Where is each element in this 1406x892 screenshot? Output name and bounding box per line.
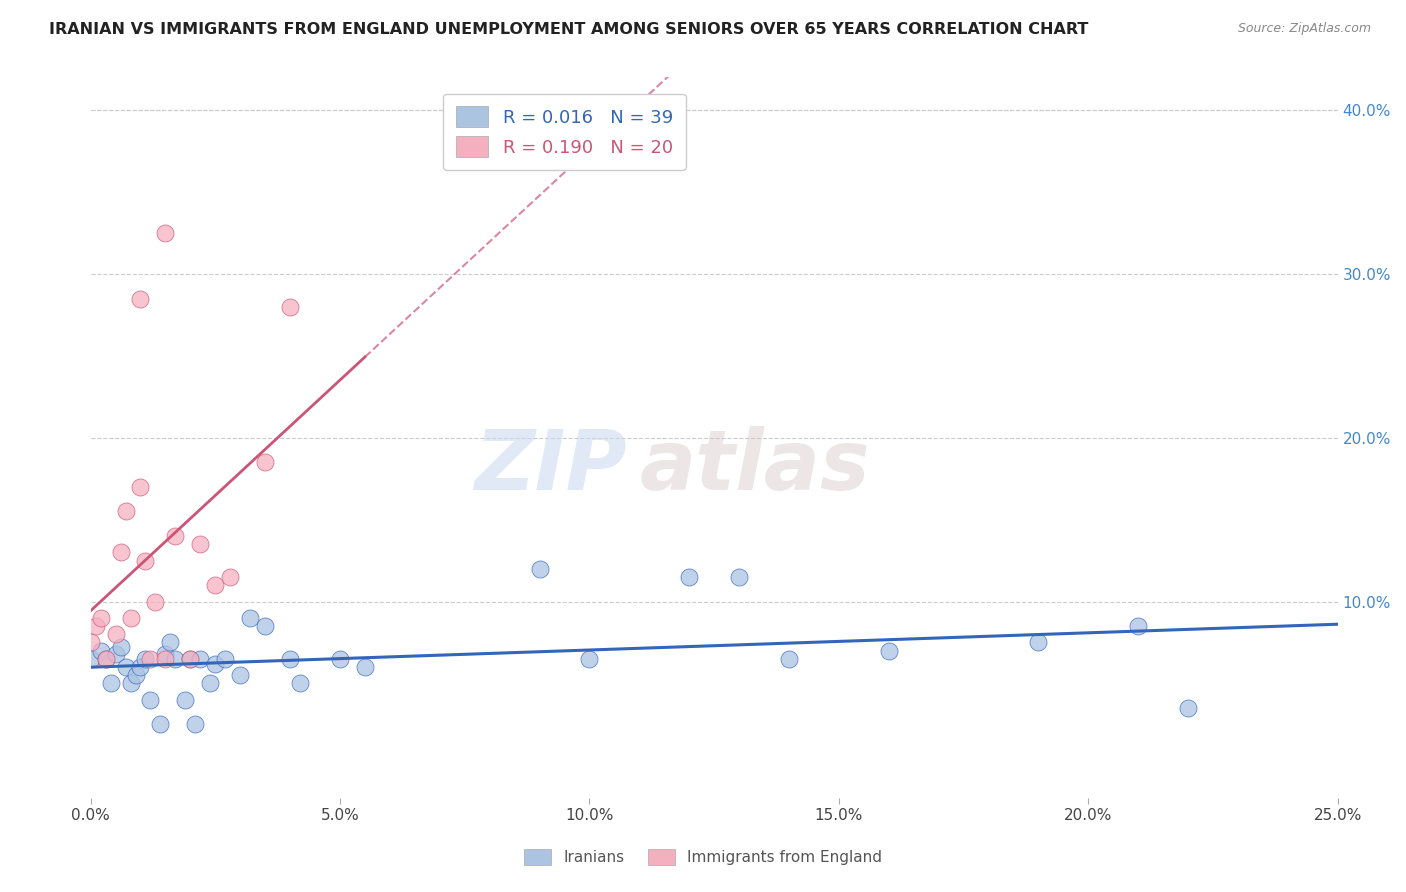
Point bbox=[254, 455, 277, 469]
Point bbox=[278, 300, 301, 314]
Point bbox=[114, 504, 136, 518]
Point bbox=[204, 578, 226, 592]
Point bbox=[179, 652, 201, 666]
Point bbox=[120, 676, 142, 690]
Point bbox=[229, 668, 252, 682]
Point bbox=[104, 647, 127, 661]
Legend: Iranians, Immigrants from England: Iranians, Immigrants from England bbox=[517, 843, 889, 871]
Point bbox=[129, 660, 152, 674]
Point bbox=[678, 570, 700, 584]
Point bbox=[84, 619, 107, 633]
Point bbox=[155, 652, 177, 666]
Point bbox=[778, 652, 800, 666]
Point bbox=[139, 652, 162, 666]
Point bbox=[188, 537, 211, 551]
Point bbox=[100, 676, 122, 690]
Point bbox=[129, 292, 152, 306]
Point bbox=[254, 619, 277, 633]
Point bbox=[79, 635, 101, 649]
Point bbox=[110, 545, 132, 559]
Point bbox=[1177, 701, 1199, 715]
Point bbox=[104, 627, 127, 641]
Point bbox=[288, 676, 311, 690]
Point bbox=[529, 562, 551, 576]
Text: atlas: atlas bbox=[640, 426, 870, 507]
Point bbox=[159, 635, 181, 649]
Point bbox=[200, 676, 222, 690]
Point bbox=[174, 693, 197, 707]
Point bbox=[134, 652, 156, 666]
Point bbox=[1028, 635, 1050, 649]
Point bbox=[184, 717, 207, 731]
Point bbox=[120, 611, 142, 625]
Point bbox=[90, 643, 112, 657]
Text: IRANIAN VS IMMIGRANTS FROM ENGLAND UNEMPLOYMENT AMONG SENIORS OVER 65 YEARS CORR: IRANIAN VS IMMIGRANTS FROM ENGLAND UNEMP… bbox=[49, 22, 1088, 37]
Point bbox=[145, 594, 167, 608]
Point bbox=[179, 652, 201, 666]
Point bbox=[329, 652, 352, 666]
Point bbox=[139, 693, 162, 707]
Point bbox=[110, 640, 132, 655]
Point bbox=[165, 652, 187, 666]
Legend: R = 0.016   N = 39, R = 0.190   N = 20: R = 0.016 N = 39, R = 0.190 N = 20 bbox=[443, 94, 686, 169]
Point bbox=[149, 717, 172, 731]
Point bbox=[124, 668, 146, 682]
Point bbox=[728, 570, 751, 584]
Point bbox=[188, 652, 211, 666]
Point bbox=[877, 643, 900, 657]
Point bbox=[239, 611, 262, 625]
Point bbox=[114, 660, 136, 674]
Point bbox=[94, 652, 117, 666]
Point bbox=[79, 652, 101, 666]
Point bbox=[219, 570, 242, 584]
Point bbox=[165, 529, 187, 543]
Text: Source: ZipAtlas.com: Source: ZipAtlas.com bbox=[1237, 22, 1371, 36]
Point bbox=[129, 480, 152, 494]
Text: ZIP: ZIP bbox=[474, 426, 627, 507]
Point bbox=[354, 660, 377, 674]
Point bbox=[134, 553, 156, 567]
Point bbox=[155, 226, 177, 240]
Point bbox=[278, 652, 301, 666]
Point bbox=[1126, 619, 1149, 633]
Point bbox=[90, 611, 112, 625]
Point bbox=[214, 652, 236, 666]
Point bbox=[94, 652, 117, 666]
Point bbox=[578, 652, 600, 666]
Point bbox=[204, 657, 226, 671]
Point bbox=[155, 647, 177, 661]
